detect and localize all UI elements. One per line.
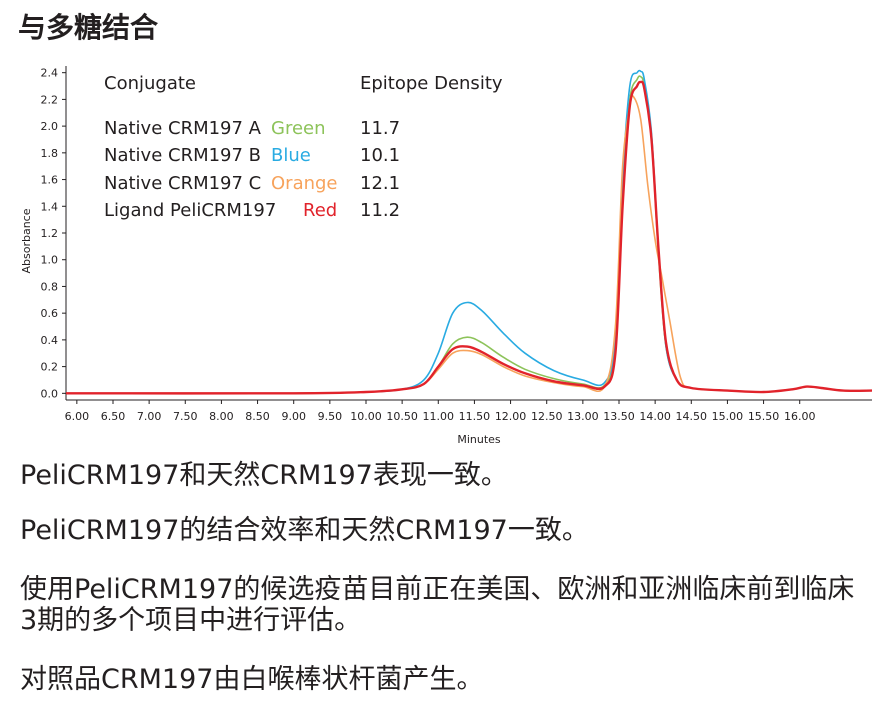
x-tick-label: 11.50 [459, 410, 491, 423]
summary-line: PeliCRM197的结合效率和天然CRM197一致。 [20, 515, 589, 546]
y-tick-label: 1.2 [41, 227, 59, 240]
x-axis-title: Minutes [457, 433, 501, 446]
x-tick-label: 7.00 [137, 410, 162, 423]
legend-header-density: Epitope Density [360, 73, 503, 94]
x-tick-label: 13.00 [567, 410, 599, 423]
legend-row-name: Ligand PeliCRM197 [104, 200, 276, 221]
legend-row-density: 11.2 [360, 200, 400, 221]
x-tick-label: 10.50 [386, 410, 418, 423]
x-tick-label: 13.50 [603, 410, 635, 423]
y-tick-label: 0.4 [41, 334, 59, 347]
x-tick-label: 6.50 [101, 410, 126, 423]
x-tick-label: 9.50 [318, 410, 343, 423]
legend-row-color-label: Blue [271, 145, 311, 166]
x-tick-label: 7.50 [173, 410, 198, 423]
x-tick-label: 16.00 [784, 410, 816, 423]
legend-row-color-label: Orange [271, 173, 338, 194]
legend-row-density: 12.1 [360, 173, 400, 194]
chart-series [65, 69, 873, 395]
legend-row-name: Native CRM197 B [104, 145, 261, 166]
legend-row-name: Native CRM197 C [104, 173, 261, 194]
y-tick-label: 0.0 [41, 387, 59, 400]
legend-row-density: 11.7 [360, 118, 400, 139]
y-tick-label: 1.6 [41, 174, 59, 187]
x-tick-label: 15.00 [712, 410, 744, 423]
x-tick-label: 12.50 [531, 410, 563, 423]
x-tick-label: 14.00 [639, 410, 671, 423]
y-tick-label: 2.0 [41, 120, 59, 133]
chromatogram-chart: 0.0 0.2 0.4 0.6 0.8 1.0 1.2 1.4 1.6 1.8 2.0 2.2 2.4 6… [20, 66, 873, 446]
page-title: 与多糖结合 [18, 11, 159, 44]
y-tick-label: 1.4 [41, 200, 59, 213]
y-tick-label: 0.6 [41, 307, 59, 320]
x-tick-label: 15.50 [748, 410, 780, 423]
summary-line: 使用PeliCRM197的候选疫苗目前正在美国、欧洲和亚洲临床前到临床3期的多个… [20, 574, 855, 636]
y-tick-label: 0.2 [41, 361, 59, 374]
x-tick-label: 6.00 [65, 410, 90, 423]
y-tick-label: 2.4 [41, 67, 59, 80]
chart-axes: 0.0 0.2 0.4 0.6 0.8 1.0 1.2 1.4 1.6 1.8 2.0 2.2 2.4 6… [20, 66, 872, 446]
summary-line: 对照品CRM197由白喉棒状杆菌产生。 [20, 664, 484, 695]
y-axis-title: Absorbance [20, 208, 33, 273]
x-tick-label: 10.00 [350, 410, 382, 423]
x-tick-label: 9.00 [281, 410, 306, 423]
y-tick-label: 1.0 [41, 254, 59, 267]
chart-legend: Conjugate Epitope Density Native CRM197 … [104, 73, 503, 221]
y-tick-label: 1.8 [41, 147, 59, 160]
series-line-red [65, 80, 873, 395]
summary-line: PeliCRM197和天然CRM197表现一致。 [20, 460, 508, 491]
y-tick-label: 2.2 [41, 93, 59, 106]
x-tick-label: 8.00 [209, 410, 234, 423]
x-tick-label: 12.00 [495, 410, 527, 423]
legend-row-color-label: Red [303, 200, 337, 221]
legend-row-density: 10.1 [360, 145, 400, 166]
series-line-orange [65, 94, 873, 395]
y-tick-label: 0.8 [41, 280, 59, 293]
x-tick-label: 8.50 [245, 410, 270, 423]
x-tick-label: 11.00 [423, 410, 455, 423]
legend-row-color-label: Green [271, 118, 326, 139]
legend-row-name: Native CRM197 A [104, 118, 262, 139]
legend-header-conjugate: Conjugate [104, 73, 196, 94]
x-tick-label: 14.50 [676, 410, 708, 423]
